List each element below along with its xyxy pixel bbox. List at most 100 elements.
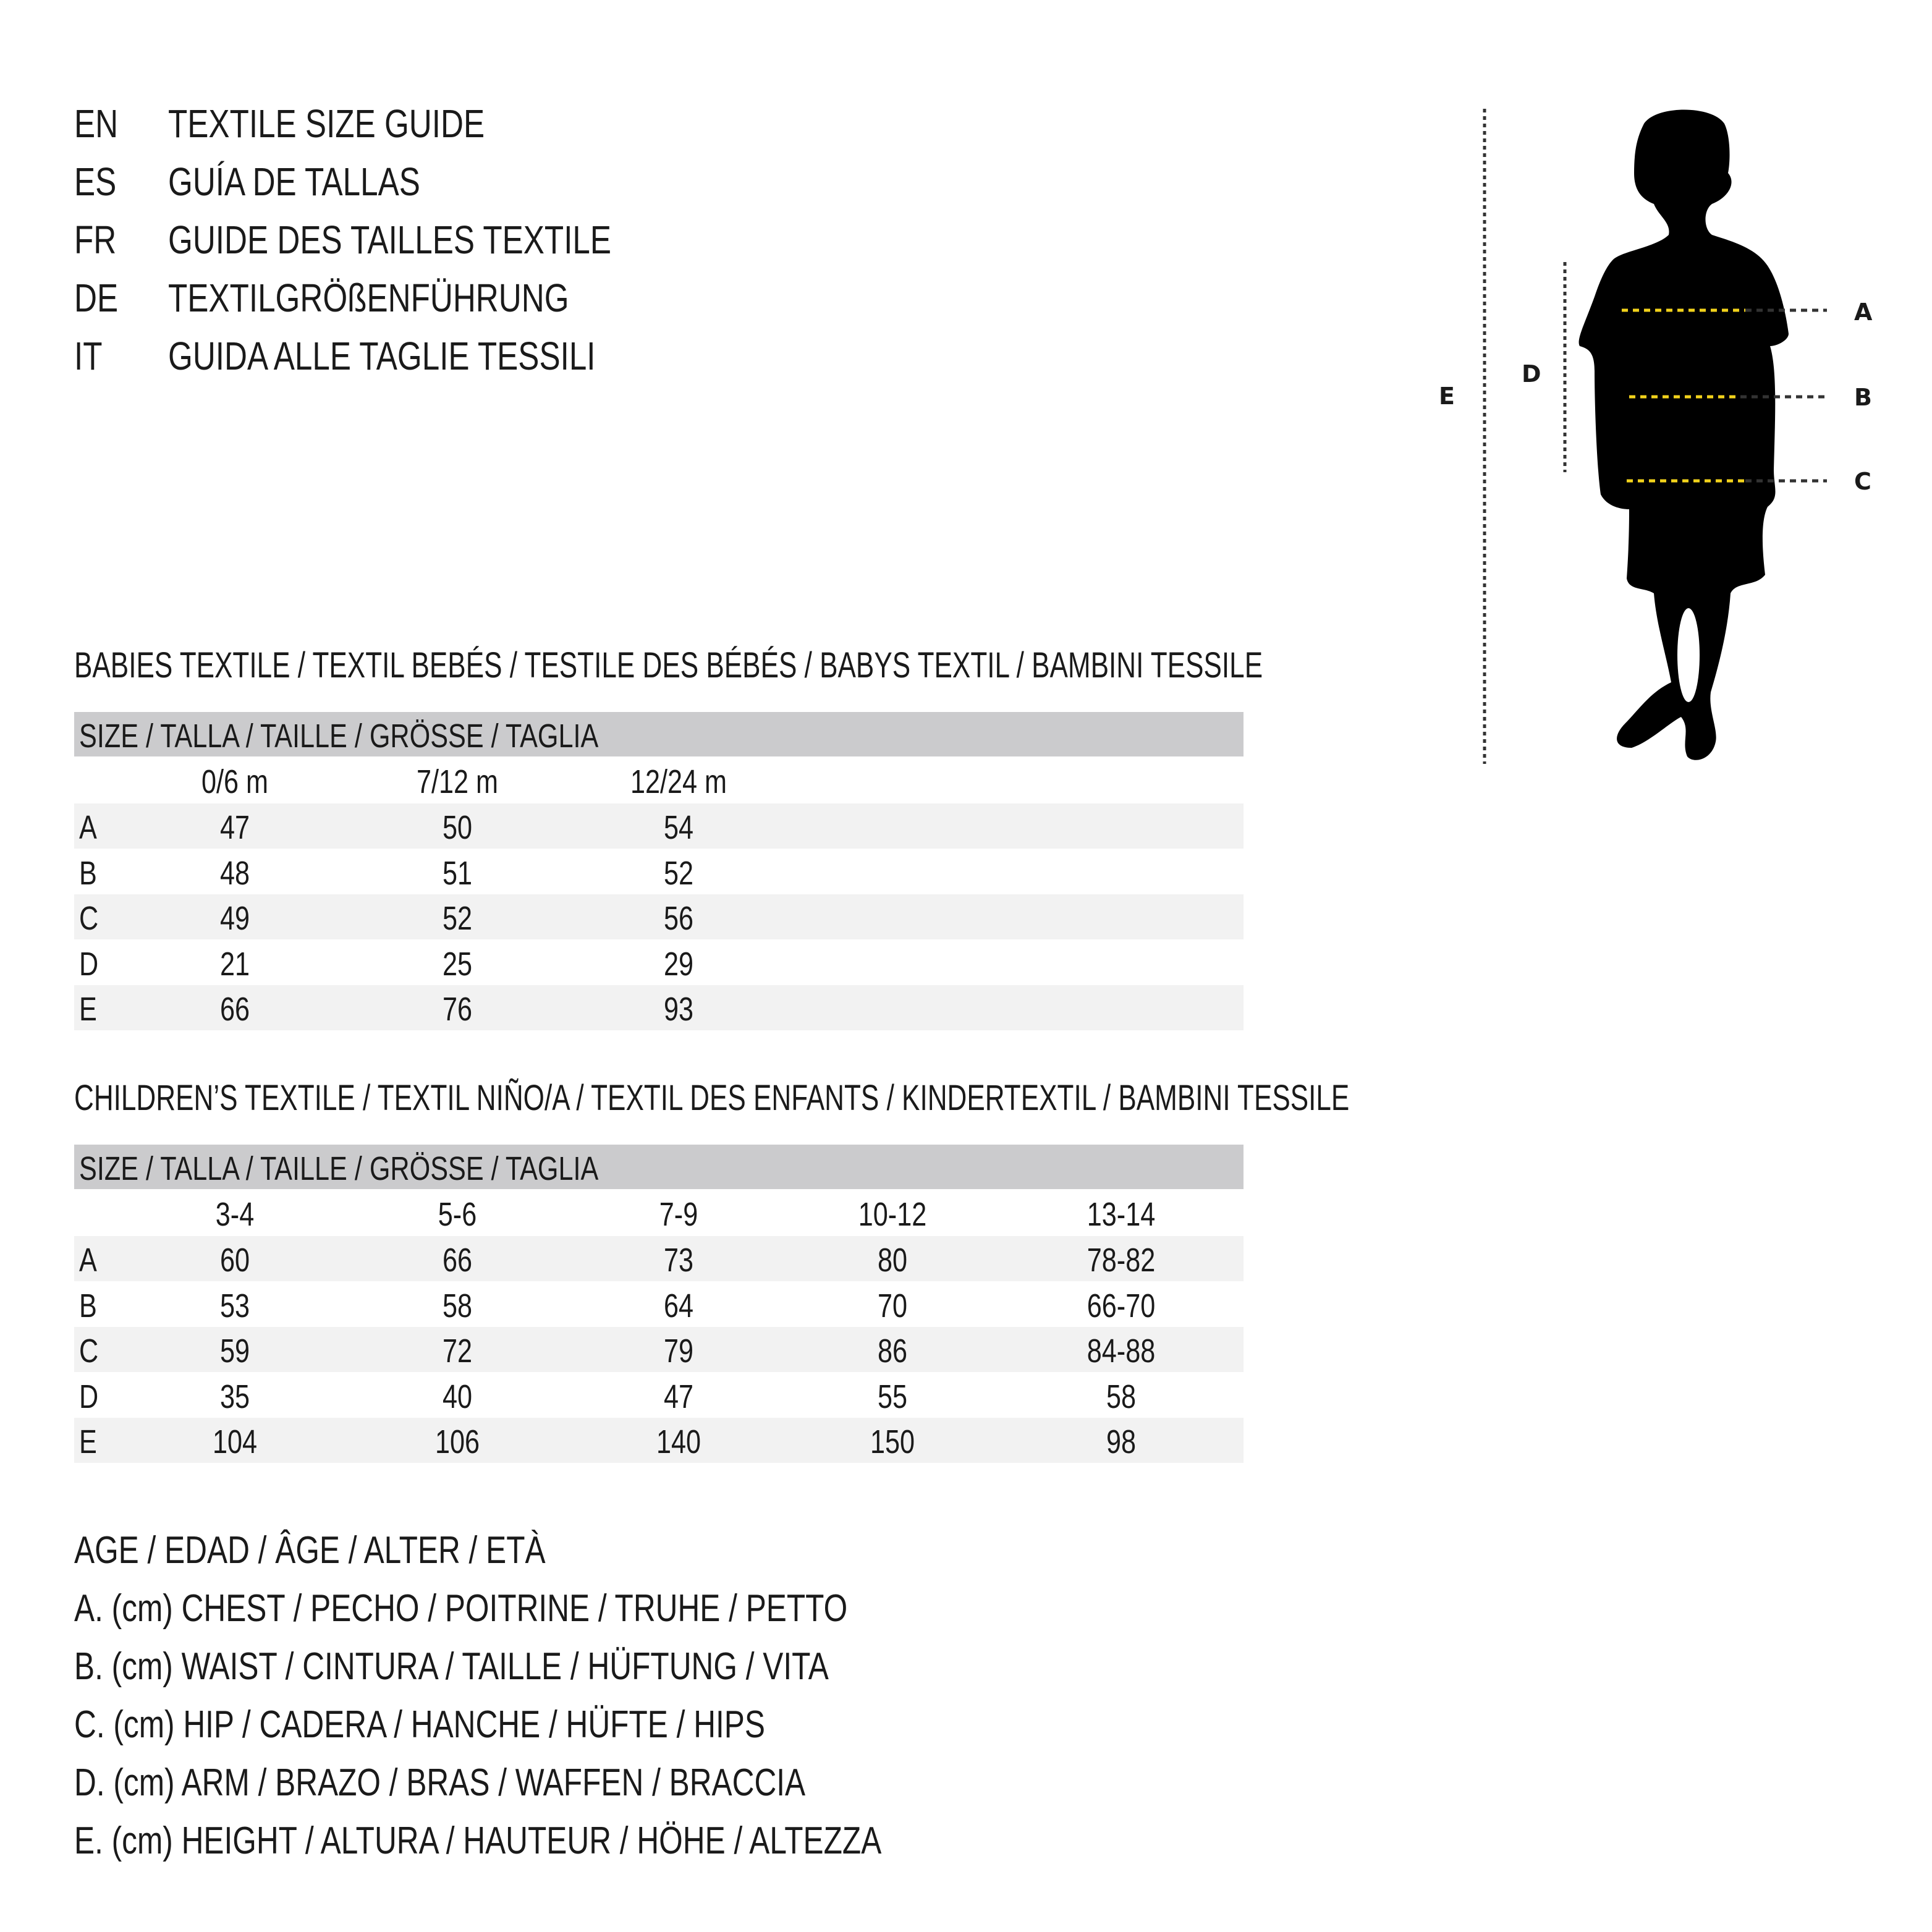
column-header: 3-4	[215, 1196, 255, 1233]
size-header-label: SIZE / TALLA / TAILLE / GRÖSSE / TAGLIA	[79, 718, 599, 755]
children-heading: CHILDREN’S TEXTILE / TEXTIL NIÑO/A / TEX…	[74, 1078, 1350, 1118]
table-cell: 56	[663, 900, 694, 937]
title-text: GUÍA DE TALLAS	[168, 159, 420, 204]
column-header: 10-12	[858, 1196, 927, 1233]
label-c: C	[1854, 468, 1871, 495]
table-cell: 64	[663, 1287, 694, 1324]
row-label: B	[79, 1287, 97, 1324]
language-code: DE	[74, 276, 119, 320]
table-cell: 50	[442, 809, 473, 846]
size-header-label: SIZE / TALLA / TAILLE / GRÖSSE / TAGLIA	[79, 1150, 599, 1187]
table-cell: 98	[1106, 1423, 1137, 1460]
table-cell: 48	[219, 854, 250, 892]
row-label: E	[79, 991, 97, 1028]
table-row: B 53 58 64 70 66-70	[74, 1282, 1244, 1327]
column-header: 13-14	[1087, 1196, 1156, 1233]
table-cell: 52	[663, 854, 694, 892]
table-cell: 58	[1106, 1378, 1137, 1415]
table-row: D 35 40 47 55 58	[74, 1373, 1244, 1418]
title-text: GUIDE DES TAILLES TEXTILE	[168, 218, 612, 262]
table-row: D 21 25 29	[74, 940, 1244, 985]
leg-gap	[1677, 608, 1700, 702]
legend-item: D. (cm) ARM / BRAZO / BRAS / WAFFEN / BR…	[74, 1761, 806, 1804]
table-cell: 78-82	[1087, 1242, 1156, 1279]
row-label: D	[79, 1378, 99, 1415]
column-header: 0/6 m	[201, 763, 269, 800]
child-silhouette-icon	[1578, 109, 1789, 760]
table-cell: 51	[442, 854, 473, 892]
column-header-row: 0/6 m 7/12 m 12/24 m	[74, 758, 1244, 803]
table-cell: 93	[663, 991, 694, 1028]
column-header: 12/24 m	[630, 763, 727, 800]
table-cell: 58	[442, 1287, 473, 1324]
column-header-row: 3-4 5-6 7-9 10-12 13-14	[74, 1190, 1244, 1235]
label-e: E	[1439, 383, 1455, 410]
label-a: A	[1854, 299, 1873, 326]
row-label: A	[79, 1242, 97, 1279]
row-label: D	[79, 945, 99, 983]
table-cell: 21	[219, 945, 250, 983]
table-row: E 104 106 140 150 98	[74, 1418, 1244, 1463]
table-cell: 86	[877, 1332, 908, 1370]
size-header-bar: SIZE / TALLA / TAILLE / GRÖSSE / TAGLIA	[74, 712, 1244, 756]
label-d: D	[1522, 360, 1541, 388]
table-cell: 35	[219, 1378, 250, 1415]
table-cell: 54	[663, 809, 694, 846]
table-cell: 70	[877, 1287, 908, 1324]
row-label: B	[79, 854, 97, 892]
table-row: E 66 76 93	[74, 985, 1244, 1030]
table-cell: 60	[219, 1242, 250, 1279]
column-header: 7/12 m	[416, 763, 499, 800]
legend-item: B. (cm) WAIST / CINTURA / TAILLE / HÜFTU…	[74, 1645, 829, 1688]
language-code: FR	[74, 218, 117, 262]
label-b: B	[1854, 384, 1872, 411]
table-cell: 84-88	[1087, 1332, 1156, 1370]
table-cell: 59	[219, 1332, 250, 1370]
table-cell: 25	[442, 945, 473, 983]
table-cell: 52	[442, 900, 473, 937]
language-code: EN	[74, 101, 119, 146]
table-cell: 80	[877, 1242, 908, 1279]
size-header-bar: SIZE / TALLA / TAILLE / GRÖSSE / TAGLIA	[74, 1145, 1244, 1189]
table-cell: 72	[442, 1332, 473, 1370]
table-row: C 59 72 79 86 84-88	[74, 1327, 1244, 1372]
table-cell: 66	[442, 1242, 473, 1279]
row-label: E	[79, 1423, 97, 1460]
table-cell: 29	[663, 945, 694, 983]
legend-item: E. (cm) HEIGHT / ALTURA / HAUTEUR / HÖHE…	[74, 1820, 882, 1862]
table-row: B 48 51 52	[74, 849, 1244, 894]
language-code: IT	[74, 334, 103, 378]
table-cell: 76	[442, 991, 473, 1028]
table-cell: 47	[663, 1378, 694, 1415]
table-row: A 60 66 73 80 78-82	[74, 1236, 1244, 1281]
table-cell: 66	[219, 991, 250, 1028]
row-label: C	[79, 900, 99, 937]
column-header: 5-6	[438, 1196, 477, 1233]
title-text: TEXTILGRÖßENFÜHRUNG	[168, 276, 569, 320]
legend-item: A. (cm) CHEST / PECHO / POITRINE / TRUHE…	[74, 1587, 848, 1630]
table-cell: 66-70	[1087, 1287, 1156, 1324]
table-cell: 40	[442, 1378, 473, 1415]
row-label: C	[79, 1332, 99, 1370]
table-cell: 150	[870, 1423, 915, 1460]
row-label: A	[79, 809, 97, 846]
legend-item: C. (cm) HIP / CADERA / HANCHE / HÜFTE / …	[74, 1703, 765, 1746]
table-cell: 106	[434, 1423, 480, 1460]
table-cell: 49	[219, 900, 250, 937]
table-cell: 55	[877, 1378, 908, 1415]
babies-heading: BABIES TEXTILE / TEXTIL BEBÉS / TESTILE …	[74, 645, 1263, 685]
table-cell: 79	[663, 1332, 694, 1370]
table-cell: 73	[663, 1242, 694, 1279]
language-code: ES	[74, 159, 117, 204]
table-row: C 49 52 56	[74, 894, 1244, 939]
column-header: 7-9	[659, 1196, 698, 1233]
legend-item: AGE / EDAD / ÂGE / ALTER / ETÀ	[74, 1529, 546, 1572]
table-cell: 47	[219, 809, 250, 846]
table-cell: 104	[212, 1423, 258, 1460]
table-row: A 47 50 54	[74, 803, 1244, 849]
table-cell: 140	[656, 1423, 701, 1460]
table-cell: 53	[219, 1287, 250, 1324]
title-text: TEXTILE SIZE GUIDE	[168, 101, 485, 146]
title-text: GUIDA ALLE TAGLIE TESSILI	[168, 334, 596, 378]
